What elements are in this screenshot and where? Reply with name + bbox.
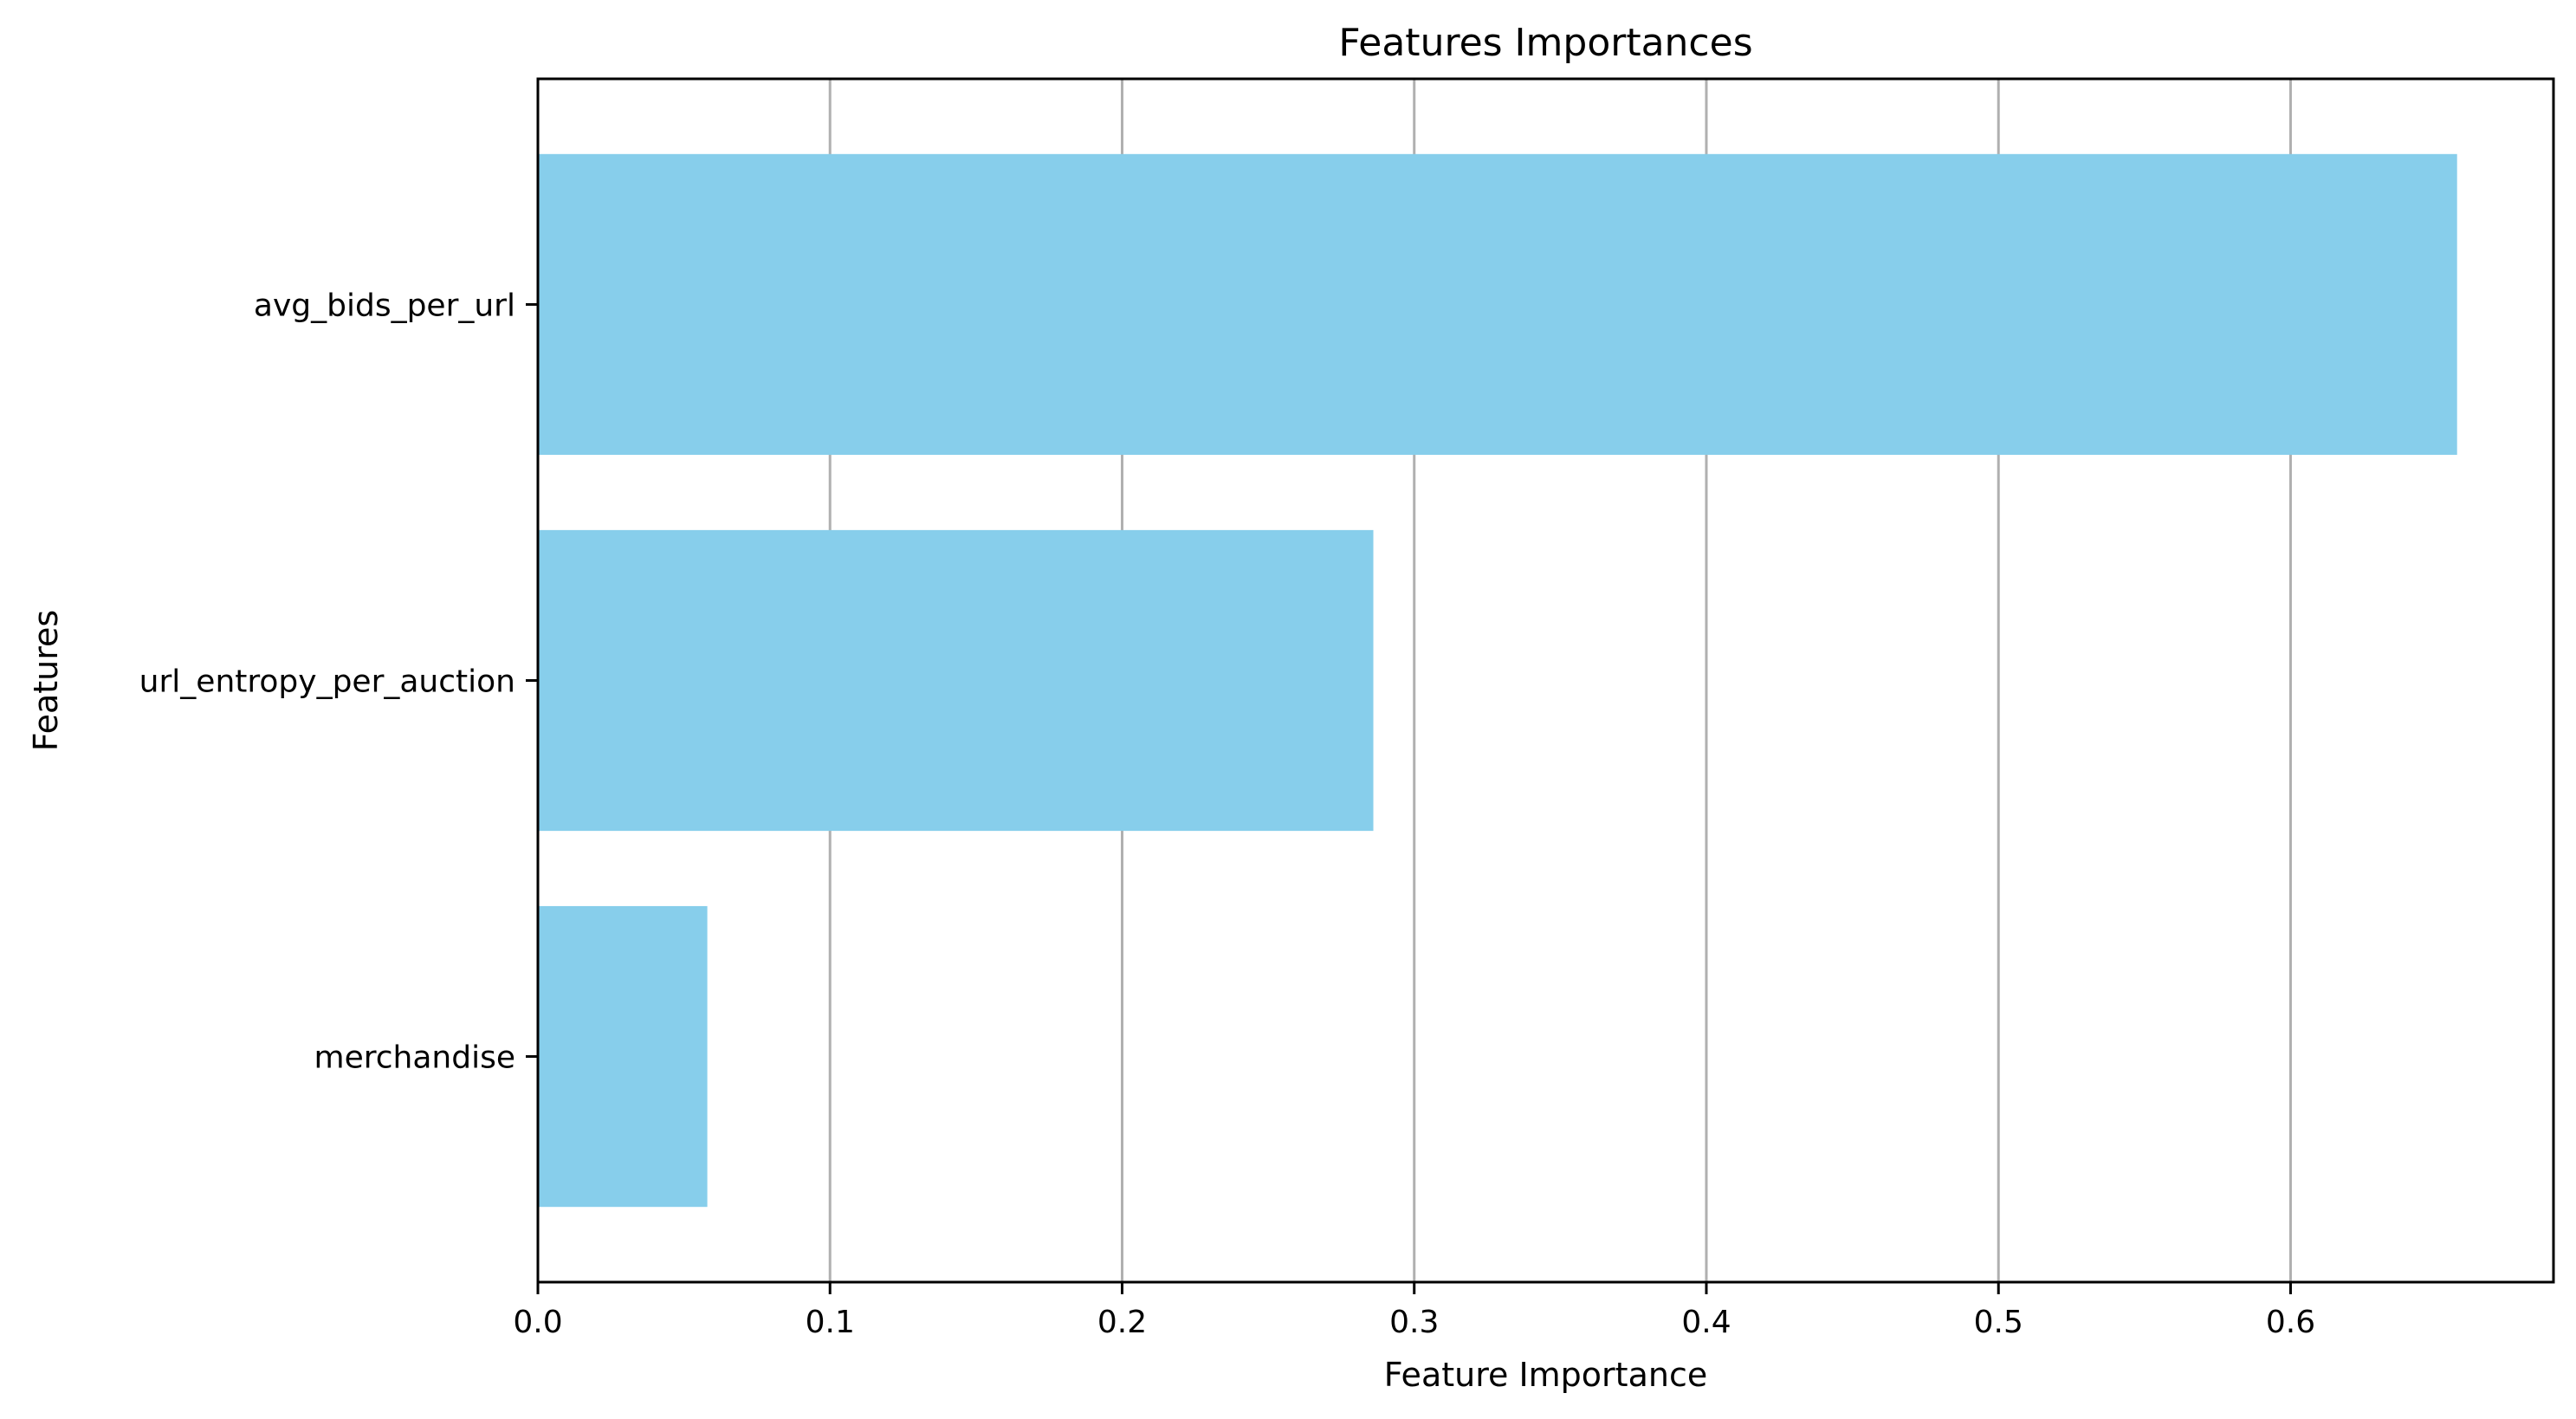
bar-1	[538, 529, 1374, 832]
x-tick-label: 0.2	[1097, 1305, 1147, 1340]
bar-0	[538, 153, 2457, 456]
x-axis-label: Feature Importance	[1384, 1356, 1707, 1394]
chart-title: Features Importances	[1338, 21, 1752, 65]
x-tick-label: 0.3	[1389, 1305, 1439, 1340]
bars	[538, 153, 2457, 1208]
x-tick-label: 0.1	[806, 1305, 855, 1340]
y-axis-ticks: avg_bids_per_url url_entropy_per_auctionm…	[139, 288, 538, 1076]
bar-2	[538, 905, 708, 1208]
x-tick-label: 0.5	[1974, 1305, 2023, 1340]
y-axis-label: Features	[27, 610, 65, 751]
x-axis-ticks: 0.0 0.1 0.2 0.3 0.4 0.5 0.6	[513, 1282, 2315, 1340]
y-tick-label: avg_bids_per_url	[254, 288, 515, 323]
x-tick-label: 0.0	[513, 1305, 562, 1340]
x-tick-label: 0.4	[1681, 1305, 1731, 1340]
y-tick-label: merchandise	[314, 1040, 515, 1076]
y-tick-label: url_entropy_per_auction	[139, 664, 515, 700]
x-tick-label: 0.6	[2266, 1305, 2315, 1340]
